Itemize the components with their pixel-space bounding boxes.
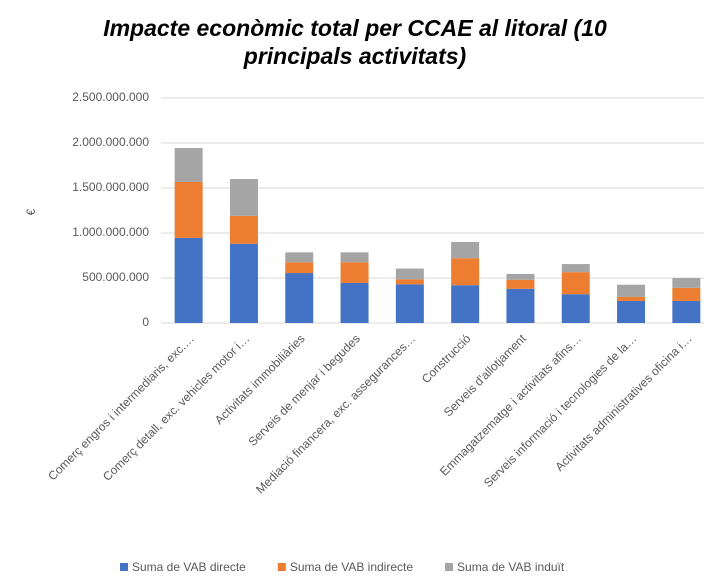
bar-segment [561,294,590,323]
bar-segment [395,279,424,285]
chart-title: Impacte econòmic total per CCAE al litor… [103,15,607,69]
bar-segment [617,296,646,301]
legend-swatch [120,563,128,571]
bar-segment [229,243,258,323]
y-tick-label: 0 [142,315,149,329]
y-tick-label: 2.000.000.000 [72,135,149,149]
bar-segment [506,279,535,289]
y-axis-label: € [24,208,38,215]
bar-segment [451,285,480,323]
legend-label: Suma de VAB induït [457,560,565,574]
bar-segment [451,242,480,259]
y-tick-label: 500.000.000 [82,270,149,284]
bar-segment [561,272,590,295]
bar-segment [395,268,424,280]
bar-segment [340,282,369,323]
bar-segment [340,262,369,283]
bar-segment [617,300,646,323]
bar-segment [285,262,314,274]
bar-segment [672,287,701,301]
bar-segment [506,288,535,323]
bar-segment [561,264,590,273]
bar-segment [174,237,203,323]
x-tick-label: Activitats immobiliàries [212,331,308,427]
bar-segment [174,148,203,182]
bar-segment [229,215,258,244]
bar-segment [174,181,203,238]
bar-segment [285,273,314,323]
y-tick-label: 2.500.000.000 [72,90,149,104]
x-tick-label: Serveis de menjar i begudes [245,331,362,448]
bar-segment [285,252,314,263]
legend-swatch [277,563,286,571]
bar-segment [672,278,701,288]
x-tick-label: Construcció [419,331,474,386]
y-tick-label: 1.500.000.000 [72,180,149,194]
bar-segment [672,300,701,323]
bar-segment [229,179,258,216]
bar-segment [506,273,535,280]
bar-segment [451,258,480,286]
bar-segment [395,284,424,323]
bar-segment [617,284,646,297]
legend-swatch [445,563,454,571]
bar-segment [340,252,369,263]
y-tick-label: 1.000.000.000 [72,225,149,239]
legend-label: Suma de VAB indirecte [290,560,414,574]
legend-label: Suma de VAB directe [132,560,246,574]
